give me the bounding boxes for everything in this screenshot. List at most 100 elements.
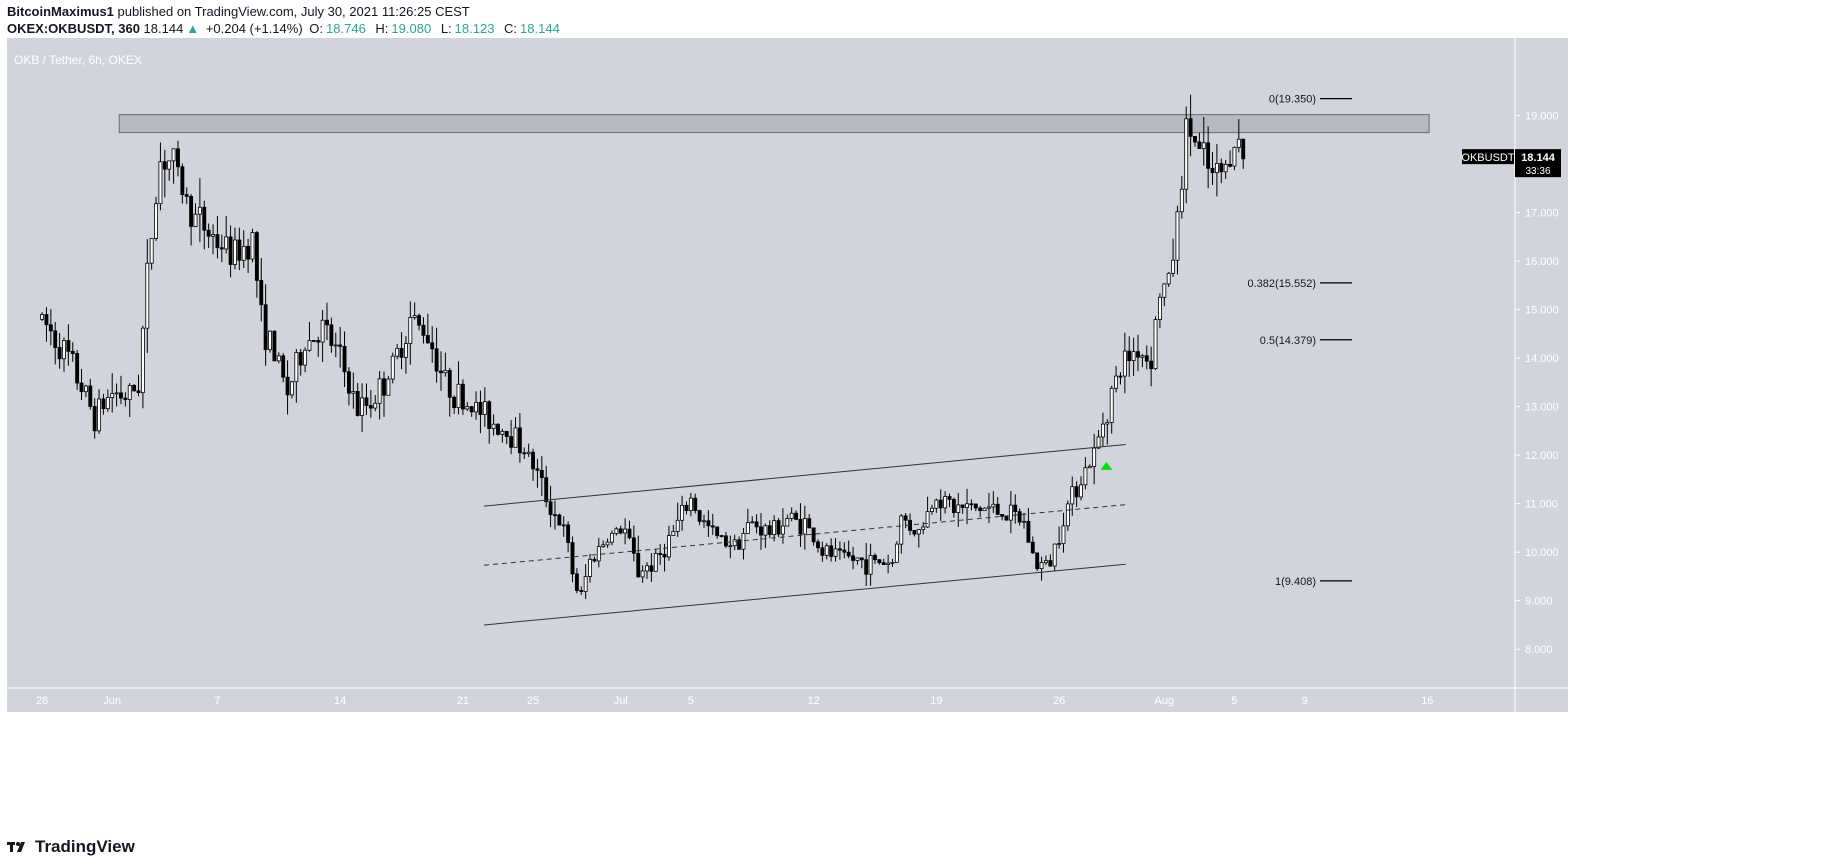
candle-body [1184,118,1189,190]
high-value: 19.080 [391,21,432,36]
candle-body [1140,355,1145,358]
x-tick-label: 7 [214,695,220,707]
candle-body [504,430,509,438]
candle-body [272,330,277,362]
candle-body [741,533,746,550]
fib-level-label: 1(9.408) [1275,576,1316,588]
candle-body [1118,375,1123,378]
candle-body [824,545,829,556]
y-tick-label: 14.000 [1525,353,1559,365]
plot-area[interactable] [7,38,1568,712]
candle-body [311,340,316,342]
candle-body [877,559,882,564]
channel-upper-line [483,443,1126,507]
candle-body [1219,163,1224,173]
candle-body [995,503,1000,515]
candle-body [377,378,382,404]
candle-body [276,355,281,362]
candle-body [728,545,733,548]
time-axis-background[interactable] [7,688,1568,712]
candle-body [1074,486,1079,498]
candle-body [732,539,737,547]
candle-body [224,236,229,250]
candle-body [202,206,207,231]
candle-body [399,347,404,358]
candle-body [180,166,185,196]
candle-body [658,553,663,555]
tradingview-footer[interactable]: TradingView [7,837,135,857]
plot-background[interactable] [7,38,1515,688]
candle-body [382,378,386,396]
candle-body [1241,138,1246,160]
candle-body [522,452,527,455]
candle-body [789,512,794,519]
candle-body [640,570,645,578]
candle-body [443,369,448,374]
candle-body [1035,552,1040,570]
candle-body [329,324,334,346]
candle-body [759,526,763,536]
candle-body [987,506,991,509]
candle-body [1061,525,1066,544]
candle-body [930,507,934,512]
candle-body [807,518,812,529]
candle-body [1175,211,1180,261]
candle-body [1079,484,1083,498]
breakout-arrow-icon [1100,461,1113,470]
candle-body [833,548,838,557]
candle-body [675,519,680,532]
candle-body [991,503,996,508]
candle-body [583,576,588,592]
x-tick-label: 28 [36,695,48,707]
publish-line: BitcoinMaximus1 published on TradingView… [7,3,566,20]
fib-levels: 0(19.350) 0.382(15.552) 0.5(14.379) 1(9.408… [1248,94,1352,588]
candle-body [1166,272,1171,285]
candle-body [1210,167,1215,174]
close-label: C: [504,21,518,36]
candle-body [588,558,592,577]
candle-body [285,376,290,396]
candle-body [960,504,965,508]
candle-body [1039,562,1044,570]
candle-body [566,524,571,543]
candle-body [750,521,755,524]
candle-body [259,279,264,306]
fib-level-label: 0.382(15.552) [1248,278,1317,290]
y-tick-label: 16.000 [1525,256,1559,268]
candle-body [899,515,904,545]
candle-body [460,383,465,410]
candle-body [1193,136,1197,143]
candle-body [193,213,198,227]
candle-body [645,565,649,572]
candle-body [951,499,956,513]
author-name[interactable]: BitcoinMaximus1 [7,4,114,19]
candle-body [425,334,430,344]
candle-body [1197,141,1202,149]
candle-body [737,539,742,550]
candle-body [254,232,259,281]
candle-body [211,234,215,237]
candle-body [842,549,847,553]
candle-body [1188,118,1193,137]
candle-body [859,557,864,561]
fib-level-label: 0.5(14.379) [1260,335,1316,347]
candle-body [921,526,926,530]
currency-label: USDT [1762,55,1792,67]
chart-title: OKB / Tether, 6h, OKEX [14,53,142,67]
y-tick-label: 19.000 [1525,111,1559,123]
candle-body [439,370,443,374]
candle-body [1236,138,1241,148]
candle-body [829,545,834,557]
candle-body [105,397,110,410]
candle-body [53,330,58,348]
candle-body [780,525,785,535]
candle-body [395,347,400,357]
y-tick-label: 10.000 [1525,547,1559,559]
candle-body [943,496,948,509]
candle-body [355,391,360,416]
candle-body [956,504,961,513]
price-axis-background[interactable] [1515,38,1568,688]
x-tick-label: 16 [1421,695,1433,707]
candle-body [513,427,518,448]
